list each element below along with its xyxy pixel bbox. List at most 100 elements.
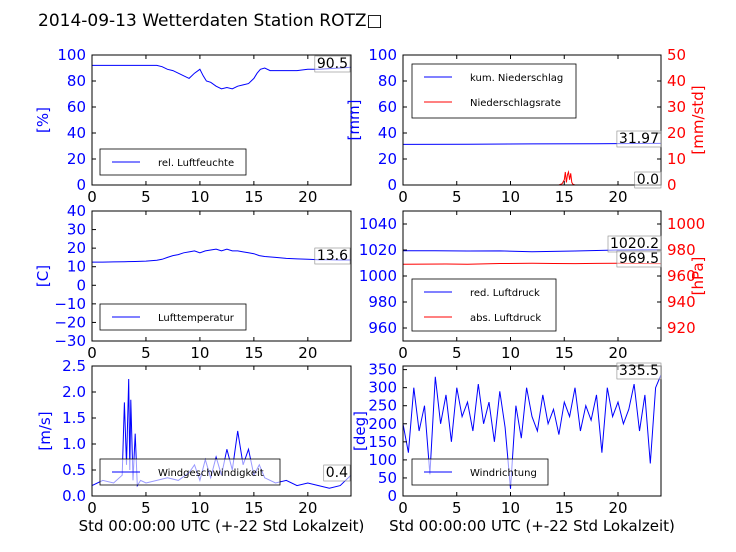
y-tick-label: 300	[368, 379, 397, 397]
x-tick-label: 5	[141, 499, 151, 517]
y-tick-label: 80	[67, 72, 86, 90]
y2-tick-label: 980	[667, 241, 696, 259]
x-tick-label: 5	[141, 188, 151, 206]
y-tick-label: 0	[387, 487, 397, 505]
y-tick-label: 200	[368, 415, 397, 433]
legend-box	[411, 278, 557, 332]
panel-humidity: 0 5 10 15 20 0 20 40 60 80 100 [%] rel. Luftfeuchte 9…	[34, 46, 352, 206]
last-value-box	[314, 247, 351, 265]
y-tick-label: 150	[368, 433, 397, 451]
y-tick-label: 1000	[359, 267, 397, 285]
x-tick-label: 5	[452, 499, 462, 517]
x-tick-label: 10	[190, 188, 209, 206]
y-tick-label: 20	[67, 239, 86, 257]
y2-tick-label: 1000	[667, 215, 705, 233]
y-tick-label: −20	[54, 313, 86, 331]
figure-title: 2014-09-13 Wetterdaten Station ROTZ□	[38, 11, 383, 31]
panel-wind_speed: 0 5 10 15 20 0.0 0.5 1.0 1.5 2.0 2.5 [m/s] Std 00:00…	[36, 357, 364, 535]
x-tick-label: 10	[501, 499, 520, 517]
x-tick-label: 15	[555, 344, 574, 362]
y-tick-label: 0.0	[62, 487, 86, 505]
x-tick-label: 20	[608, 499, 627, 517]
y-tick-label: −10	[54, 295, 86, 313]
x-tick-label: 10	[190, 344, 209, 362]
x-tick-label: 15	[555, 188, 574, 206]
legend-label: abs. Luftdruck	[470, 313, 541, 324]
series-line-temperature-0	[92, 248, 351, 263]
y-tick-label: 100	[57, 46, 86, 64]
y2-tick-label: 960	[667, 267, 696, 285]
y-tick-label: 2.5	[62, 357, 86, 375]
panel-pressure: 0 5 10 15 20 960 980 1000 1020 1040 920 940 960 980 10…	[359, 210, 707, 362]
y-tick-label: 40	[378, 124, 397, 142]
y2-axis-label: [mm/std]	[689, 85, 707, 154]
y-tick-label: 980	[368, 293, 397, 311]
x-tick-label: 15	[555, 499, 574, 517]
last-value-label: 31.97	[619, 131, 659, 147]
x-tick-label: 0	[87, 499, 97, 517]
y2-tick-label: 920	[667, 319, 696, 337]
panel-temperature: 0 5 10 15 20−30−20−10010203040[C]Lufttempera…	[34, 202, 352, 362]
y-tick-label: 960	[368, 319, 397, 337]
y-tick-label: 350	[368, 361, 397, 379]
y2-tick-label: 10	[667, 150, 686, 168]
legend-label: Windrichtung	[470, 468, 537, 479]
x-tick-label: 15	[244, 188, 263, 206]
legend-label: Windgeschwindigkeit	[158, 468, 264, 479]
x-tick-label: 5	[141, 344, 151, 362]
x-tick-label: 15	[244, 499, 263, 517]
x-tick-label: 15	[244, 344, 263, 362]
x-tick-label: 20	[608, 188, 627, 206]
y-axis-label: [C]	[34, 265, 52, 287]
legend-label: Niederschlagsrate	[470, 98, 561, 109]
legend-label: red. Luftdruck	[470, 288, 540, 299]
y-tick-label: 1040	[359, 215, 397, 233]
y-tick-label: 1020	[359, 241, 397, 259]
x-tick-label: 5	[452, 188, 462, 206]
last-value-label: 1020.2	[610, 236, 659, 252]
y2-tick-label: 50	[667, 46, 686, 64]
x-axis-label: Std 00:00:00 UTC (+-22 Std Lokalzeit)	[389, 517, 675, 535]
y2-tick-label: 40	[667, 72, 686, 90]
x-tick-label: 10	[190, 499, 209, 517]
x-tick-label: 10	[501, 344, 520, 362]
legend-label: rel. Luftfeuchte	[158, 158, 234, 169]
y-tick-label: 80	[378, 72, 397, 90]
y-axis-label: [deg]	[351, 411, 369, 451]
series-line-wind_direction-0	[402, 374, 662, 489]
y-tick-label: 40	[67, 202, 86, 220]
y-tick-label: 60	[67, 98, 86, 116]
last-value-box	[323, 464, 351, 482]
legend-box	[411, 63, 577, 119]
y-tick-label: 40	[67, 124, 86, 142]
x-tick-label: 0	[398, 344, 408, 362]
x-tick-label: 0	[398, 188, 408, 206]
last-value-box	[634, 171, 662, 189]
last-value-label: 90.5	[317, 56, 348, 72]
x-tick-label: 20	[298, 344, 317, 362]
y-tick-label: 10	[67, 258, 86, 276]
series-line-rain-1	[403, 170, 661, 186]
plot-frame	[402, 54, 662, 186]
last-value-label: 969.5	[619, 251, 659, 267]
y-tick-label: 20	[378, 150, 397, 168]
y-tick-label: 100	[368, 451, 397, 469]
plot-frame	[91, 365, 352, 497]
plot-frame	[91, 54, 352, 186]
y-axis-label: [%]	[34, 107, 52, 133]
y-tick-label: 0.5	[62, 461, 86, 479]
last-value-label: 0.0	[637, 172, 659, 188]
x-tick-label: 20	[298, 499, 317, 517]
x-tick-label: 20	[608, 344, 627, 362]
x-tick-label: 5	[452, 344, 462, 362]
y-tick-label: 0	[76, 276, 86, 294]
x-tick-label: 0	[398, 499, 408, 517]
y-tick-label: 20	[67, 150, 86, 168]
y-tick-label: 50	[378, 469, 397, 487]
x-tick-label: 20	[298, 188, 317, 206]
y-tick-label: 100	[368, 46, 397, 64]
y-tick-label: 1.5	[62, 409, 86, 427]
last-value-label: 335.5	[619, 363, 659, 379]
